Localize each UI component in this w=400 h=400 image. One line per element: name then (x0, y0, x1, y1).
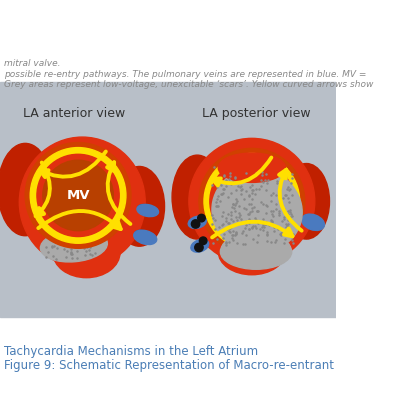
Text: possible re-entry pathways. The pulmonary veins are represented in blue. MV =: possible re-entry pathways. The pulmonar… (4, 70, 366, 78)
Circle shape (195, 243, 203, 252)
Ellipse shape (188, 216, 206, 228)
Circle shape (210, 159, 294, 243)
Bar (0, 82, 336, 317)
Ellipse shape (53, 227, 120, 278)
Ellipse shape (302, 214, 320, 227)
Ellipse shape (137, 204, 158, 217)
Circle shape (199, 148, 305, 254)
Ellipse shape (40, 230, 107, 262)
Circle shape (204, 154, 300, 249)
Ellipse shape (220, 234, 292, 269)
Ellipse shape (138, 204, 154, 213)
Circle shape (37, 154, 119, 236)
Circle shape (43, 160, 113, 231)
Text: Tachycardia Mechanisms in the Left Atrium: Tachycardia Mechanisms in the Left Atriu… (4, 345, 258, 358)
Text: mitral valve.: mitral valve. (4, 60, 61, 68)
Text: LA anterior view: LA anterior view (23, 107, 125, 120)
Ellipse shape (283, 164, 330, 239)
Bar (0, 317, 336, 363)
Bar (0, 28, 336, 82)
Text: MV: MV (66, 189, 90, 202)
Circle shape (25, 142, 131, 248)
Text: Grey areas represent low-voltage, unexcitable ‘scars’. Yellow curved arrows show: Grey areas represent low-voltage, unexci… (4, 80, 374, 88)
Circle shape (191, 220, 200, 228)
Ellipse shape (218, 172, 302, 252)
Ellipse shape (195, 240, 208, 249)
Ellipse shape (189, 138, 315, 264)
Ellipse shape (134, 230, 157, 244)
Ellipse shape (212, 168, 300, 252)
Ellipse shape (19, 137, 145, 267)
Ellipse shape (302, 214, 324, 230)
Ellipse shape (192, 216, 206, 225)
Ellipse shape (0, 143, 52, 236)
Ellipse shape (172, 155, 222, 239)
Circle shape (30, 148, 126, 243)
Ellipse shape (191, 240, 209, 252)
Ellipse shape (134, 230, 152, 241)
Ellipse shape (222, 232, 290, 266)
Circle shape (199, 237, 207, 244)
Ellipse shape (218, 228, 286, 275)
Text: LA posterior view: LA posterior view (202, 107, 310, 120)
Circle shape (198, 214, 205, 222)
Ellipse shape (218, 153, 286, 182)
Ellipse shape (114, 166, 164, 246)
Text: Figure 9: Schematic Representation of Macro-re-entrant: Figure 9: Schematic Representation of Ma… (4, 359, 334, 372)
